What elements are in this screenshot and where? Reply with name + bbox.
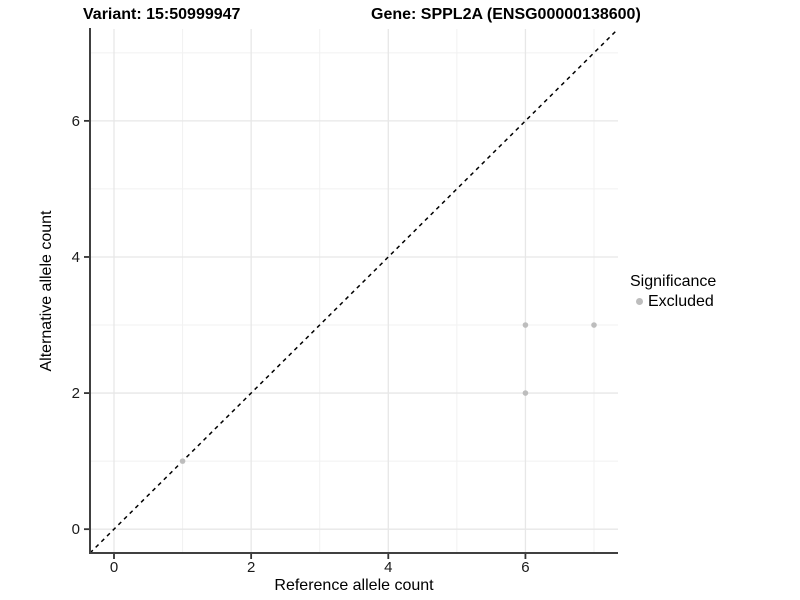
- x-axis-tick-label: 2: [247, 559, 255, 576]
- data-point: [522, 390, 529, 396]
- plot-title-variant: Variant: 15:50999947: [83, 6, 241, 23]
- identity-dashed-line: [89, 28, 619, 554]
- y-axis-tick-label: 2: [72, 385, 80, 402]
- y-axis-title: Alternative allele count: [38, 210, 55, 372]
- y-axis-tick-label: 4: [72, 249, 80, 266]
- x-axis-tick-label: 4: [384, 559, 392, 576]
- y-axis-tick-label: 0: [72, 521, 80, 538]
- data-point: [179, 458, 186, 464]
- legend-title: Significance: [630, 273, 717, 290]
- legend-entry-label: Excluded: [648, 293, 714, 310]
- x-axis-tick-label: 0: [110, 559, 118, 576]
- x-axis-title: Reference allele count: [274, 577, 434, 594]
- data-point: [591, 322, 597, 328]
- x-axis-tick-label: 6: [521, 559, 529, 576]
- plot-title-gene: Gene: SPPL2A (ENSG00000138600): [371, 6, 641, 23]
- legend-key-point-icon: [636, 298, 643, 305]
- legend: Significance Excluded: [630, 272, 716, 311]
- legend-entry: Excluded: [630, 292, 716, 311]
- y-axis-tick-label: 6: [72, 113, 80, 130]
- data-point: [522, 322, 529, 328]
